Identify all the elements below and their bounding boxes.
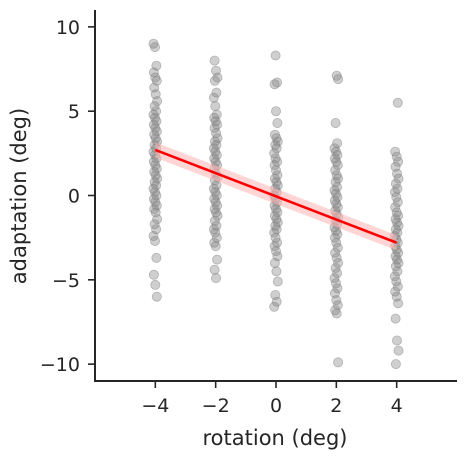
data-point: [271, 296, 282, 307]
data-point: [211, 87, 222, 98]
data-point: [391, 335, 402, 346]
data-point: [150, 279, 161, 290]
data-point: [269, 301, 280, 312]
data-point: [151, 252, 162, 263]
data-point: [210, 273, 221, 284]
y-tick-label: 10: [56, 17, 80, 39]
data-point: [333, 357, 344, 368]
data-point: [149, 235, 160, 246]
data-point: [390, 359, 401, 370]
data-point: [393, 345, 404, 356]
data-point: [393, 173, 404, 184]
y-tick-label: 0: [68, 186, 80, 208]
data-point: [332, 242, 343, 253]
x-axis-label: rotation (deg): [203, 426, 348, 450]
data-point: [392, 266, 403, 277]
data-point: [333, 257, 344, 268]
data-point: [210, 101, 221, 112]
data-point: [392, 197, 403, 208]
y-tick-label: −5: [52, 270, 80, 292]
data-point: [272, 118, 283, 129]
x-tick-label: 4: [391, 395, 403, 417]
data-point: [209, 75, 220, 86]
y-tick-label: 5: [68, 101, 80, 123]
x-tick-label: −2: [202, 395, 230, 417]
data-point: [151, 291, 162, 302]
data-point: [152, 214, 163, 225]
data-point: [152, 96, 163, 107]
data-point: [212, 254, 223, 265]
data-point: [270, 50, 281, 61]
data-point: [393, 257, 404, 268]
data-point: [392, 97, 403, 108]
regression-line: [154, 148, 398, 244]
data-point: [332, 160, 343, 171]
data-point: [332, 283, 343, 294]
data-point: [269, 79, 280, 90]
x-tick-label: 2: [330, 395, 342, 417]
data-point: [148, 269, 159, 280]
data-point: [272, 276, 283, 287]
axes: −4 −2 0 2 4 −10 −5 0 5 10: [40, 10, 457, 417]
data-point: [333, 74, 344, 85]
data-point: [271, 266, 282, 277]
y-axis-label: adaptation (deg): [7, 108, 31, 284]
data-point: [209, 264, 220, 275]
x-tick-label: 0: [270, 395, 282, 417]
data-point: [271, 143, 282, 154]
data-point: [331, 308, 342, 319]
data-point: [269, 257, 280, 268]
data-point: [212, 210, 223, 221]
data-point: [393, 298, 404, 309]
y-tick-label: −10: [40, 354, 80, 376]
data-point: [332, 268, 343, 279]
data-point: [208, 92, 219, 103]
data-point: [330, 118, 341, 129]
data-point: [210, 241, 221, 252]
data-point: [393, 156, 404, 167]
data-point: [332, 300, 343, 311]
data-point: [390, 313, 401, 324]
data-point: [211, 232, 222, 243]
data-point: [270, 106, 281, 117]
regression-fit: [154, 142, 398, 251]
data-point: [149, 42, 160, 53]
data-point: [212, 72, 223, 83]
data-point: [392, 281, 403, 292]
x-tick-label: −4: [141, 395, 169, 417]
data-point: [332, 138, 343, 149]
data-point: [209, 55, 220, 66]
